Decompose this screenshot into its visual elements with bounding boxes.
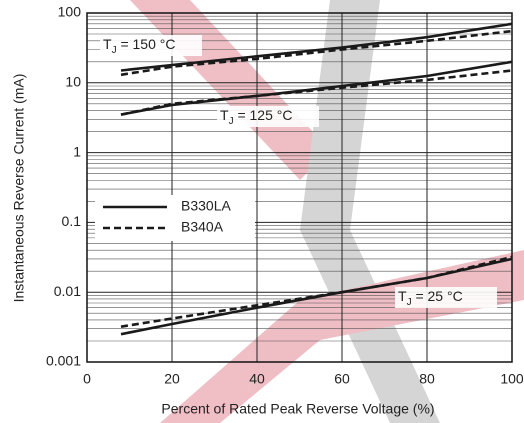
annotation-part: = 150 °C bbox=[117, 36, 176, 52]
line bbox=[120, 29, 513, 77]
legend-label: B340A bbox=[181, 219, 224, 235]
annotation-part: = 25 °C bbox=[412, 288, 463, 304]
annotation-part: T bbox=[220, 107, 229, 123]
y-axis-label: Instantaneous Reverse Current (mA) bbox=[11, 74, 27, 303]
annotation-part: T bbox=[103, 36, 112, 52]
annotation: TJ = 150 °C bbox=[103, 36, 175, 56]
legend-label: B330LA bbox=[181, 198, 231, 214]
x-tick-label: 80 bbox=[419, 371, 435, 387]
line bbox=[120, 69, 513, 116]
y-tick-label: 10 bbox=[65, 74, 81, 90]
annotation-part: T bbox=[398, 288, 407, 304]
line bbox=[120, 255, 513, 328]
plot-frame bbox=[86, 12, 513, 363]
annotation-bg bbox=[217, 106, 319, 127]
annotation-part: J bbox=[229, 116, 234, 127]
y-tick-label: 0.1 bbox=[62, 213, 82, 229]
x-tick-label: 0 bbox=[83, 371, 91, 387]
annotation-part: J bbox=[407, 297, 412, 308]
y-tick-label: 0.001 bbox=[46, 353, 81, 369]
x-axis-label: Percent of Rated Peak Reverse Voltage (%… bbox=[161, 401, 434, 417]
line bbox=[120, 22, 513, 72]
annotation: TJ = 125 °C bbox=[220, 107, 292, 127]
y-tick-label: 0.01 bbox=[54, 283, 81, 299]
x-tick-label: 100 bbox=[500, 371, 524, 387]
y-tick-label: 100 bbox=[58, 4, 82, 20]
annotation: TJ = 25 °C bbox=[398, 288, 463, 308]
annotation-bg bbox=[395, 287, 497, 308]
annotation-part: = 125 °C bbox=[234, 107, 293, 123]
annotation-bg bbox=[100, 35, 202, 56]
x-tick-label: 40 bbox=[249, 371, 265, 387]
x-tick-label: 60 bbox=[334, 371, 350, 387]
watermark-shape bbox=[300, 0, 440, 423]
x-tick-label: 20 bbox=[164, 371, 180, 387]
y-tick-label: 1 bbox=[73, 143, 81, 159]
annotation-part: J bbox=[112, 45, 117, 56]
legend-box bbox=[95, 195, 255, 241]
